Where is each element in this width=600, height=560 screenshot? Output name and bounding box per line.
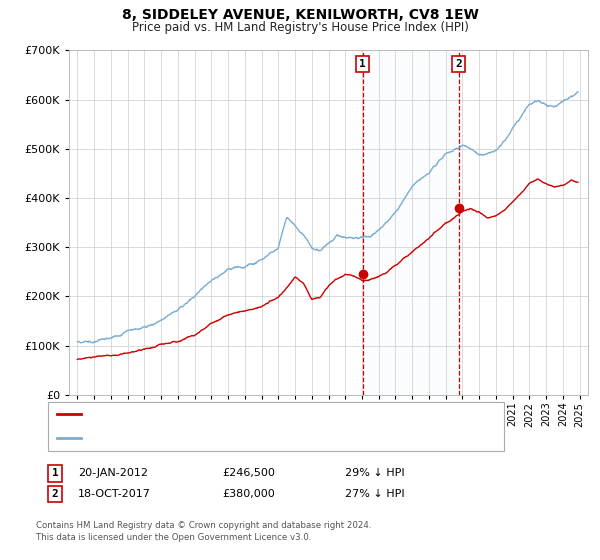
Text: 18-OCT-2017: 18-OCT-2017 — [78, 489, 151, 499]
Text: 27% ↓ HPI: 27% ↓ HPI — [345, 489, 404, 499]
Text: 1: 1 — [359, 59, 366, 69]
Text: 8, SIDDELEY AVENUE, KENILWORTH, CV8 1EW: 8, SIDDELEY AVENUE, KENILWORTH, CV8 1EW — [122, 8, 478, 22]
Text: This data is licensed under the Open Government Licence v3.0.: This data is licensed under the Open Gov… — [36, 533, 311, 542]
Text: 2: 2 — [52, 489, 59, 499]
Text: £380,000: £380,000 — [222, 489, 275, 499]
Text: 29% ↓ HPI: 29% ↓ HPI — [345, 468, 404, 478]
Text: 8, SIDDELEY AVENUE, KENILWORTH, CV8 1EW (detached house): 8, SIDDELEY AVENUE, KENILWORTH, CV8 1EW … — [85, 409, 418, 419]
Bar — [363, 50, 459, 395]
Text: Price paid vs. HM Land Registry's House Price Index (HPI): Price paid vs. HM Land Registry's House … — [131, 21, 469, 34]
Text: Contains HM Land Registry data © Crown copyright and database right 2024.: Contains HM Land Registry data © Crown c… — [36, 521, 371, 530]
Text: 20-JAN-2012: 20-JAN-2012 — [78, 468, 148, 478]
Text: 2: 2 — [455, 59, 462, 69]
Text: £246,500: £246,500 — [222, 468, 275, 478]
Text: HPI: Average price, detached house, Warwick: HPI: Average price, detached house, Warw… — [85, 433, 322, 444]
Text: 1: 1 — [52, 468, 59, 478]
